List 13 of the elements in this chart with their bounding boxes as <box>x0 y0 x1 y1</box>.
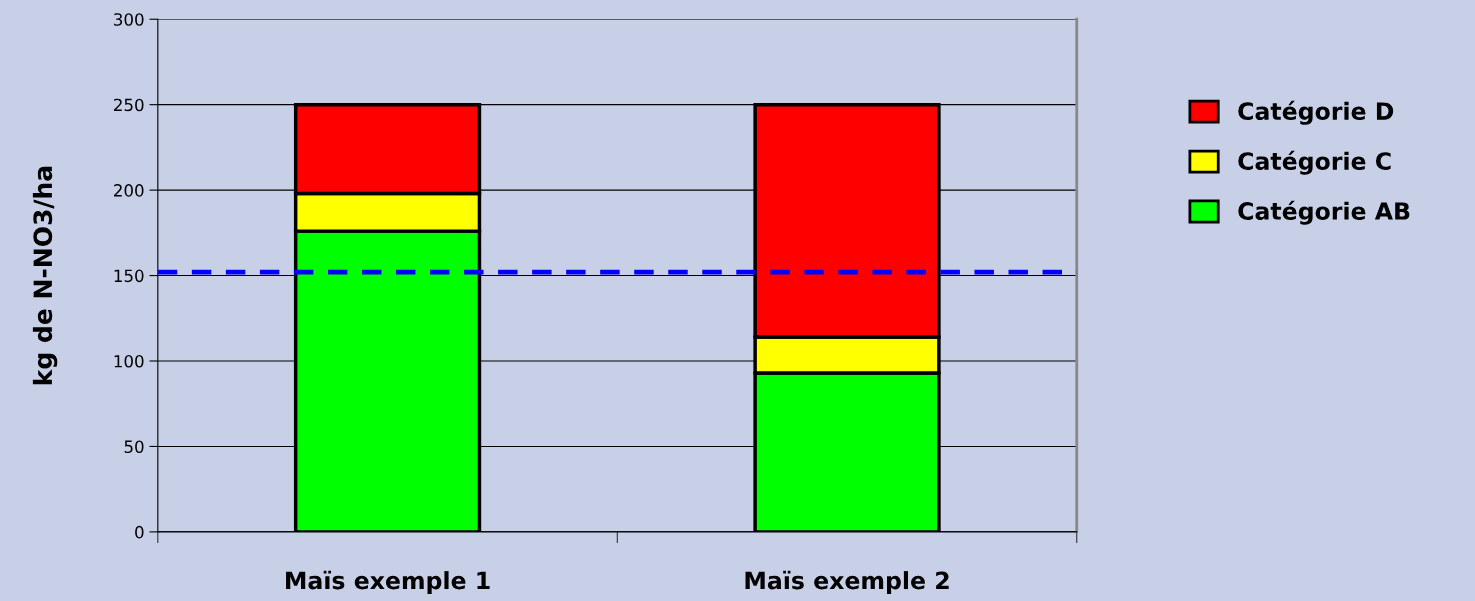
y-axis-title: kg de N-NO3/ha <box>32 166 58 385</box>
legend-label: Catégorie AB <box>1238 200 1410 225</box>
y-tick-label: 250 <box>114 98 144 112</box>
y-tick-label: 0 <box>135 525 144 539</box>
x-tick-label: Maïs exemple 1 <box>286 570 490 594</box>
y-tick-label: 300 <box>114 13 144 26</box>
legend-label: Catégorie D <box>1238 100 1394 125</box>
y-tick-label: 50 <box>124 440 144 454</box>
y-tick-label: 200 <box>114 184 144 197</box>
legend-label: Catégorie C <box>1238 150 1391 175</box>
x-tick-label: Maïs exemple 2 <box>745 570 949 594</box>
y-tick-label: 100 <box>114 354 144 368</box>
y-tick-label: 150 <box>114 269 144 283</box>
